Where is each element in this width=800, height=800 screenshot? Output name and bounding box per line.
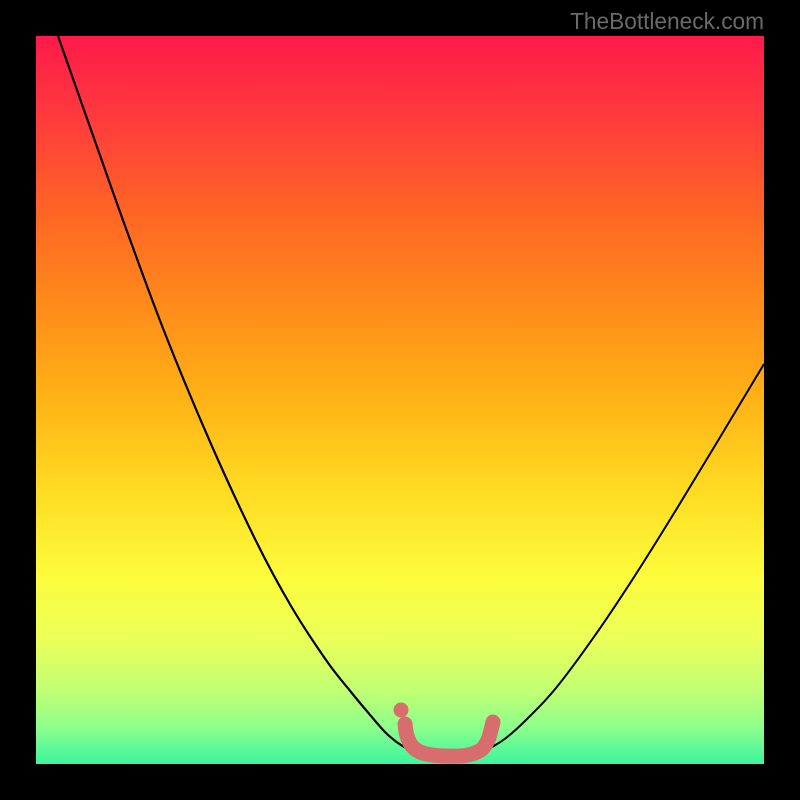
watermark-label: TheBottleneck.com: [570, 8, 764, 35]
bottleneck-marker-dot: [394, 703, 409, 718]
chart-plot-area: [36, 36, 764, 764]
gradient-background: [36, 36, 764, 764]
chart-outer-frame: TheBottleneck.com: [0, 0, 800, 800]
bottleneck-curve-chart: [36, 36, 764, 764]
